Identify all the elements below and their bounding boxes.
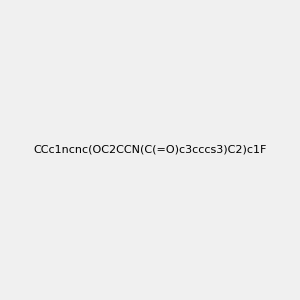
Text: CCc1ncnc(OC2CCN(C(=O)c3cccs3)C2)c1F: CCc1ncnc(OC2CCN(C(=O)c3cccs3)C2)c1F [33,145,267,155]
